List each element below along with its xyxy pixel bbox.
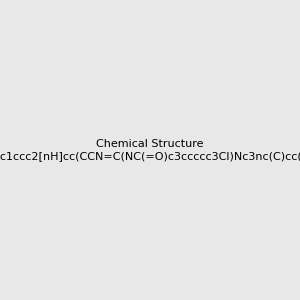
Text: Chemical Structure
Clc1ccc2[nH]cc(CCN=C(NC(=O)c3ccccc3Cl)Nc3nc(C)cc(C: Chemical Structure Clc1ccc2[nH]cc(CCN=C(…: [0, 139, 300, 161]
